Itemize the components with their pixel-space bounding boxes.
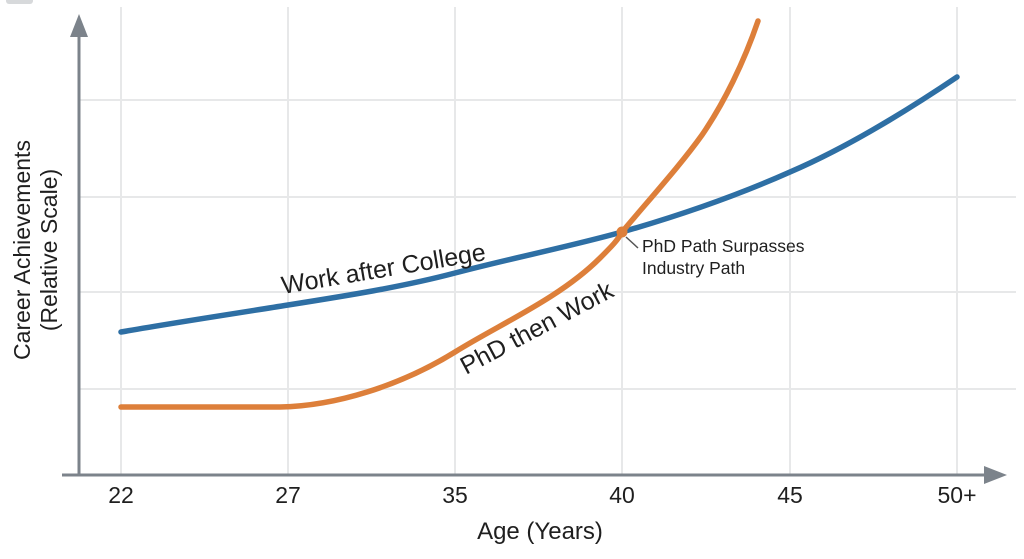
x-tick-45: 45 — [777, 482, 803, 508]
x-axis-arrow-icon — [984, 466, 1007, 484]
axes — [62, 14, 1007, 484]
x-tick-22: 22 — [108, 482, 134, 508]
intersection-dot — [616, 226, 628, 238]
top-edge-artifact — [6, 0, 33, 4]
gridlines — [80, 7, 1016, 474]
x-tick-35: 35 — [442, 482, 468, 508]
annotation-line-1: PhD Path Surpasses — [642, 236, 805, 256]
curve-phd-then-work — [118, 18, 761, 410]
x-axis-title: Age (Years) — [477, 518, 603, 545]
y-axis-title-line-2: (Relative Scale) — [36, 169, 62, 331]
curve-work-after-college — [118, 74, 960, 335]
annotation-line-2: Industry Path — [642, 258, 745, 278]
y-axis-title-line-1: Career Achievements — [9, 140, 35, 360]
y-axis-arrow-icon — [70, 14, 88, 37]
x-tick-labels: 22 27 35 40 45 50+ — [108, 482, 976, 508]
x-tick-50plus: 50+ — [937, 482, 976, 508]
x-tick-40: 40 — [609, 482, 635, 508]
x-tick-27: 27 — [275, 482, 301, 508]
annotation-connector — [625, 236, 639, 249]
